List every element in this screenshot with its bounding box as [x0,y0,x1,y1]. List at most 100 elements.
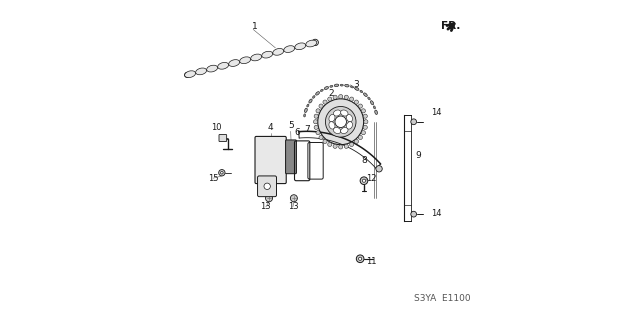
Circle shape [349,97,354,101]
Ellipse shape [364,93,367,96]
Circle shape [316,109,320,113]
Ellipse shape [321,89,323,92]
Text: 8: 8 [362,156,367,165]
Ellipse shape [334,84,339,87]
Circle shape [339,94,343,99]
Text: 5: 5 [288,121,294,130]
Circle shape [221,172,223,174]
Text: 2: 2 [328,89,334,98]
Ellipse shape [309,99,312,103]
Text: 7: 7 [305,125,310,134]
Circle shape [363,114,367,118]
Circle shape [364,120,368,124]
Circle shape [355,100,358,104]
Ellipse shape [207,65,218,72]
Circle shape [358,257,362,260]
Circle shape [376,165,382,172]
Ellipse shape [262,51,273,58]
Circle shape [344,144,348,148]
FancyBboxPatch shape [255,136,286,184]
Circle shape [349,142,354,147]
Circle shape [362,131,365,135]
Ellipse shape [295,43,306,50]
Circle shape [312,39,319,46]
Circle shape [291,195,298,202]
Circle shape [344,95,348,99]
Circle shape [316,131,320,135]
Ellipse shape [333,127,340,133]
Ellipse shape [340,110,348,116]
Circle shape [314,120,317,124]
Ellipse shape [346,115,353,122]
Ellipse shape [373,106,376,109]
Ellipse shape [316,92,319,95]
Text: FR.: FR. [441,21,460,31]
Ellipse shape [333,110,340,116]
Circle shape [319,135,323,140]
Ellipse shape [307,104,309,107]
Text: 9: 9 [415,151,421,160]
Circle shape [411,119,417,124]
Ellipse shape [330,85,333,87]
Text: 11: 11 [366,257,377,266]
Text: 14: 14 [431,209,442,218]
Ellipse shape [303,114,306,117]
Ellipse shape [346,122,353,129]
Circle shape [339,145,343,149]
Text: 3: 3 [354,80,360,89]
Ellipse shape [345,84,349,87]
Ellipse shape [240,57,251,64]
Ellipse shape [273,49,284,55]
Ellipse shape [228,60,239,67]
Ellipse shape [218,62,228,69]
Circle shape [333,95,337,99]
Text: 6: 6 [295,128,301,138]
Circle shape [264,183,270,189]
Circle shape [335,116,346,127]
Text: S3YA  E1100: S3YA E1100 [414,294,470,303]
Ellipse shape [368,97,371,100]
Circle shape [325,107,356,137]
Circle shape [323,100,327,104]
Circle shape [323,140,327,143]
Text: 14: 14 [431,108,442,117]
Text: 13: 13 [287,202,298,212]
Ellipse shape [329,122,335,129]
Text: 15: 15 [208,174,218,183]
FancyBboxPatch shape [219,134,227,141]
Circle shape [319,104,323,108]
Text: 1: 1 [252,22,257,31]
Circle shape [328,97,332,101]
Ellipse shape [351,86,353,88]
Circle shape [314,125,318,129]
Circle shape [266,195,273,202]
Circle shape [333,144,337,148]
Ellipse shape [355,87,359,90]
Circle shape [362,109,365,113]
Circle shape [184,72,189,77]
Ellipse shape [251,54,262,61]
Ellipse shape [324,86,328,90]
Ellipse shape [312,96,315,98]
Ellipse shape [340,84,343,86]
Circle shape [355,140,358,143]
Circle shape [186,74,188,76]
Ellipse shape [196,68,207,75]
Ellipse shape [360,90,363,93]
Circle shape [318,99,364,145]
Text: 10: 10 [211,123,221,132]
Ellipse shape [184,71,196,77]
Circle shape [362,179,365,182]
Text: 12: 12 [366,174,377,183]
Circle shape [356,255,364,263]
Circle shape [411,211,417,217]
Circle shape [314,114,318,118]
Circle shape [328,142,332,147]
Circle shape [360,177,368,185]
Ellipse shape [375,110,378,115]
Circle shape [358,135,362,140]
Ellipse shape [340,127,348,133]
Text: 4: 4 [268,123,273,132]
Ellipse shape [306,40,317,47]
FancyBboxPatch shape [285,140,296,174]
